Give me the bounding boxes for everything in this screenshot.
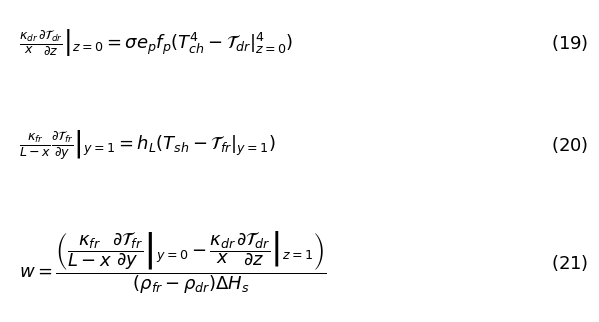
Text: $(20)$: $(20)$ [551, 135, 589, 155]
Text: $w = \dfrac{\left( \dfrac{\kappa_{fr}}{L-x} \left. \dfrac{\partial \mathcal{T}_{: $w = \dfrac{\left( \dfrac{\kappa_{fr}}{L… [19, 230, 327, 297]
Text: $(19)$: $(19)$ [551, 33, 589, 53]
Text: $\frac{\kappa_{fr}}{L-x} \left. \frac{\partial \mathcal{T}_{fr}}{\partial y} \ri: $\frac{\kappa_{fr}}{L-x} \left. \frac{\p… [19, 128, 276, 162]
Text: $\frac{\kappa_{dr}}{x} \left. \frac{\partial \mathcal{T}_{dr}}{\partial z} \righ: $\frac{\kappa_{dr}}{x} \left. \frac{\par… [19, 27, 294, 58]
Text: $(21)$: $(21)$ [551, 253, 589, 273]
